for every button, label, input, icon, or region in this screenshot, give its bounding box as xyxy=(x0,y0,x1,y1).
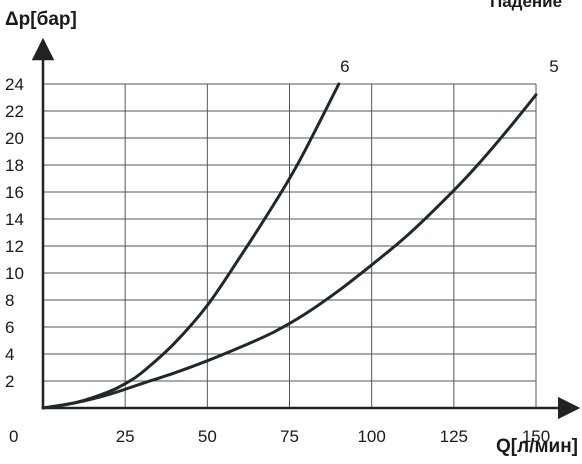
x-tick-label: 125 xyxy=(440,427,468,446)
axis-layer xyxy=(31,37,581,420)
series-layer xyxy=(41,82,538,410)
series-label-6: 6 xyxy=(340,57,349,76)
x-tick-label: 75 xyxy=(280,427,299,446)
y-tick-label: 14 xyxy=(5,210,24,229)
y-tick-label: 12 xyxy=(5,237,24,256)
x-axis-title: Q[л/мин] xyxy=(496,436,578,457)
y-tick-label: 18 xyxy=(5,156,24,175)
y-tick-label: 2 xyxy=(5,372,14,391)
series-label-5: 5 xyxy=(549,57,558,76)
y-tick-label: 20 xyxy=(5,129,24,148)
x-tick-label: 25 xyxy=(116,427,135,446)
grid-layer xyxy=(43,83,537,408)
y-tick-label: 8 xyxy=(5,291,14,310)
x-tick-label: 100 xyxy=(357,427,385,446)
y-tick-label: 22 xyxy=(5,102,24,121)
chart-title: Падение xyxy=(490,0,562,11)
series-curve-6 xyxy=(41,82,341,410)
y-tick-label: 10 xyxy=(5,264,24,283)
y-tick-label: 24 xyxy=(5,75,24,94)
label-layer: Падение Δp[бар] Q[л/мин] 246810121416182… xyxy=(5,0,578,457)
y-tick-label: 4 xyxy=(5,345,14,364)
y-axis-title: Δp[бар] xyxy=(5,9,77,30)
x-tick-label: 50 xyxy=(198,427,217,446)
y-tick-label: 16 xyxy=(5,183,24,202)
series-curve-5 xyxy=(41,93,538,410)
y-tick-label: 6 xyxy=(5,318,14,337)
x-tick-label: 150 xyxy=(522,427,550,446)
x-tick-label: 0 xyxy=(9,427,18,446)
